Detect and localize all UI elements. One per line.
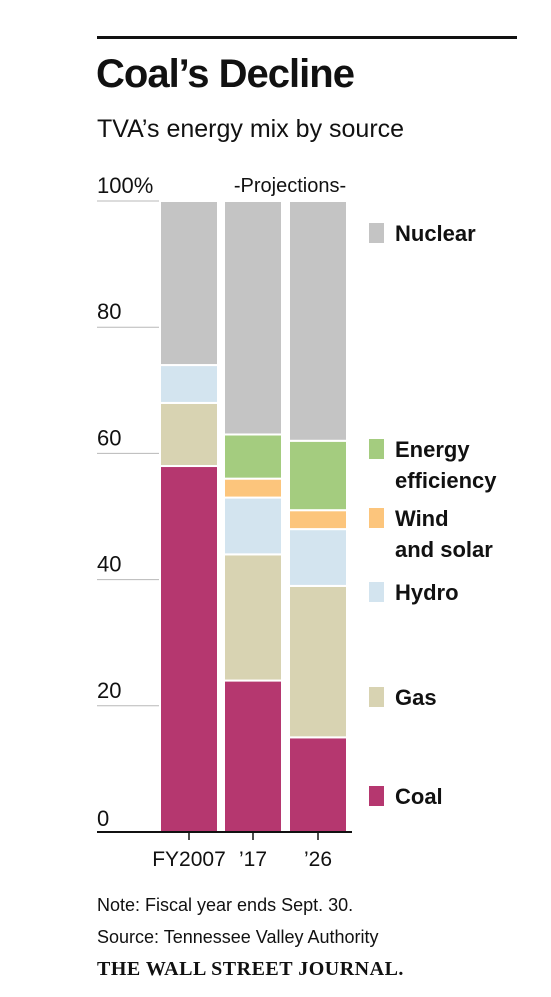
chart-title: Coal’s Decline — [96, 52, 355, 96]
stacked-bar-chart: 0 20 40 60 80 100% FY2007 ’17 ’26 -Projections-… — [97, 173, 497, 871]
legend: Nuclear Energy efficiency Wind and solar Hydr… — [369, 221, 497, 809]
legend-label: efficiency — [395, 468, 497, 493]
bar-segment-hydro — [159, 364, 219, 404]
legend-swatch — [369, 508, 384, 528]
x-tick-label: ’17 — [239, 848, 267, 871]
bar-segment-coal — [288, 736, 348, 833]
legend-swatch — [369, 582, 384, 602]
bar-segment-coal — [223, 679, 283, 833]
legend-swatch — [369, 786, 384, 806]
bar-segment-hydro — [288, 528, 348, 587]
legend-label: Nuclear — [395, 221, 476, 246]
bar-segment-hydro — [223, 496, 283, 556]
x-tick-label: ’26 — [304, 848, 332, 871]
legend-swatch — [369, 687, 384, 707]
bar-segment-nuclear — [288, 200, 348, 442]
legend-label: Wind — [395, 506, 449, 531]
bar-segment-energy-efficiency — [288, 439, 348, 512]
bar-segment-coal — [159, 465, 219, 833]
legend-swatch — [369, 439, 384, 459]
legend-label: Hydro — [395, 580, 459, 605]
legend-swatch — [369, 223, 384, 243]
bar-segment-nuclear — [223, 200, 283, 436]
bar-segment-gas — [223, 553, 283, 682]
y-axis-tick-labels: 0 20 40 60 80 100% — [97, 173, 153, 831]
top-rule — [97, 36, 517, 39]
y-tick-label: 20 — [97, 678, 121, 703]
bar-stacks — [159, 200, 348, 833]
footnote: Note: Fiscal year ends Sept. 30. — [97, 895, 354, 915]
y-gridlines — [97, 200, 160, 707]
legend-label: Gas — [395, 685, 437, 710]
bar-segment-gas — [159, 401, 219, 468]
legend-label: Coal — [395, 784, 443, 809]
bar-segment-wind-and-solar — [288, 509, 348, 531]
projections-annotation: -Projections- — [234, 175, 346, 197]
legend-label: Energy — [395, 437, 470, 462]
x-axis-tick-labels: FY2007 ’17 ’26 — [152, 832, 332, 871]
bar-segment-nuclear — [159, 200, 219, 367]
bar-segment-energy-efficiency — [223, 433, 283, 480]
source-note: Source: Tennessee Valley Authority — [97, 927, 379, 947]
y-tick-label: 40 — [97, 552, 121, 577]
y-tick-label: 0 — [97, 806, 109, 831]
bar-segment-wind-and-solar — [223, 477, 283, 499]
y-tick-label: 80 — [97, 299, 121, 324]
y-tick-label: 100% — [97, 173, 153, 198]
x-tick-label: FY2007 — [152, 848, 226, 871]
bar-segment-gas — [288, 584, 348, 739]
y-tick-label: 60 — [97, 425, 121, 450]
legend-label: and solar — [395, 537, 493, 562]
publisher-logo: THE WALL STREET JOURNAL. — [97, 958, 404, 980]
chart-subtitle: TVA’s energy mix by source — [97, 115, 405, 143]
